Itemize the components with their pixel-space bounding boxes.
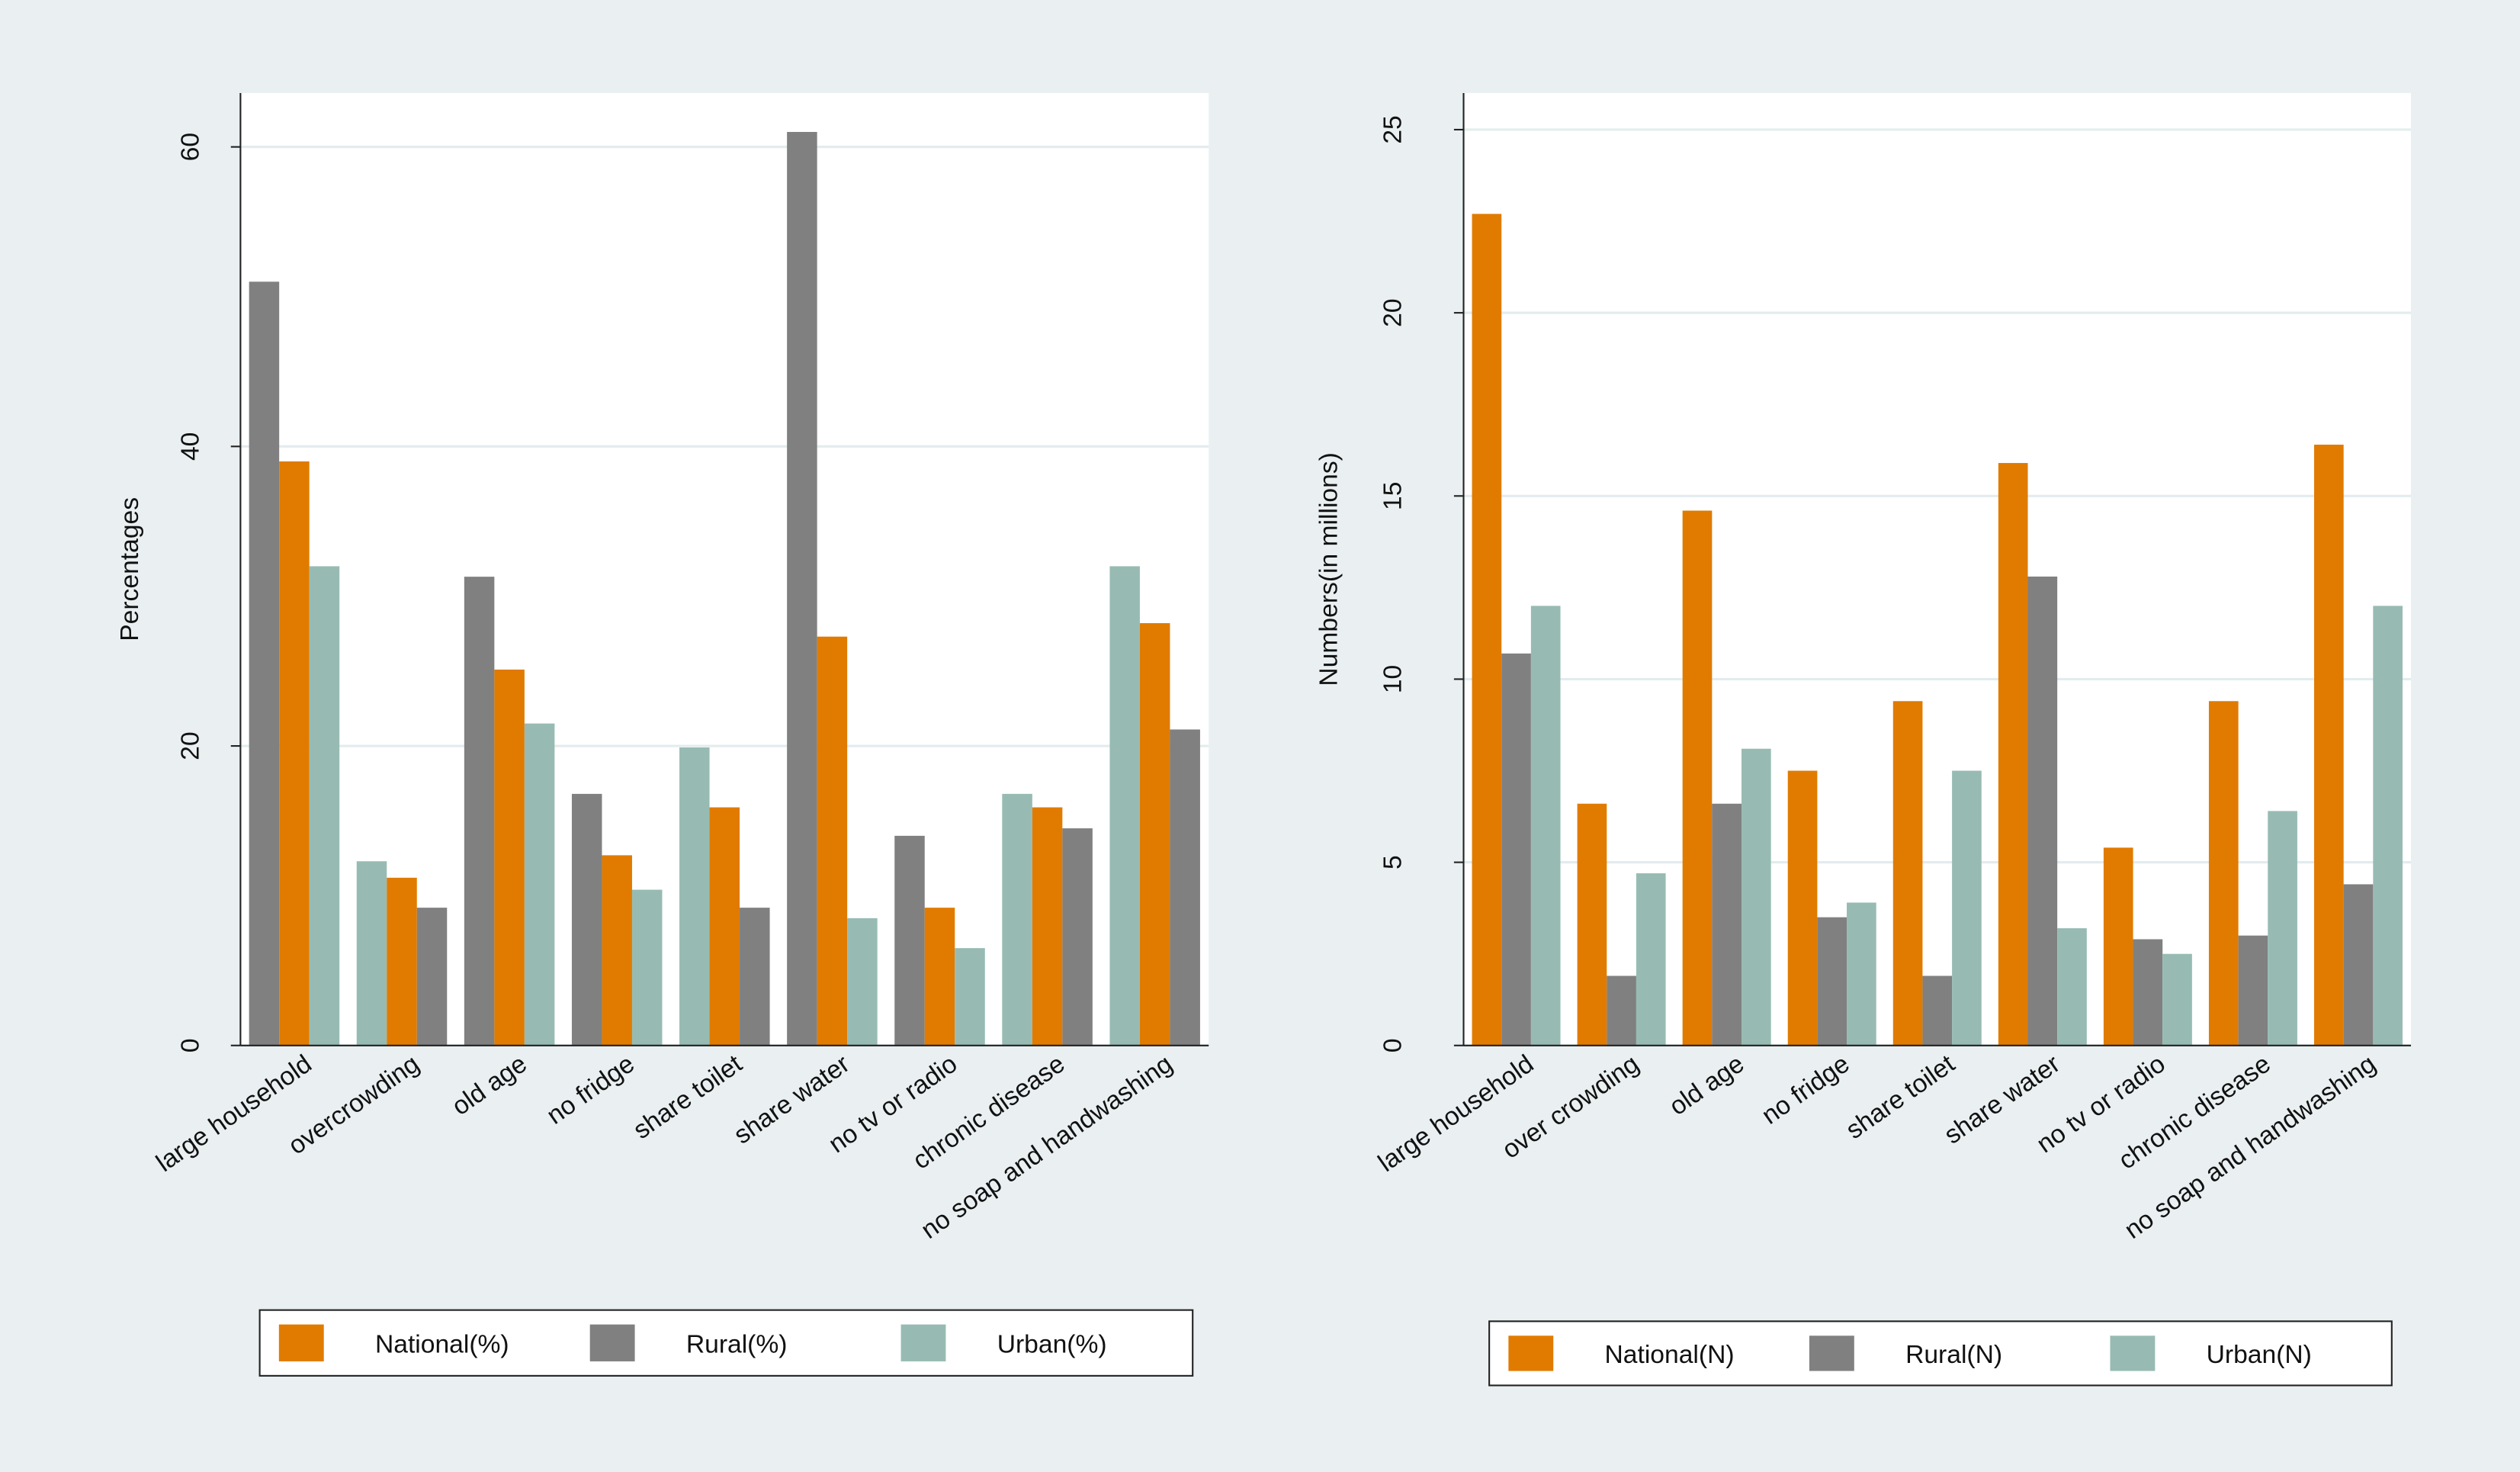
legend-label: Rural(%) [686, 1330, 788, 1358]
bar [1607, 975, 1636, 1046]
bar [1530, 606, 1561, 1046]
bar [709, 807, 740, 1046]
bar [464, 577, 495, 1046]
bar [1817, 917, 1847, 1046]
bar [817, 636, 848, 1046]
y-tick-label: 20 [1379, 298, 1408, 326]
bar [2162, 953, 2192, 1046]
bar [894, 835, 925, 1046]
bar [1682, 510, 1713, 1046]
y-tick-label: 0 [1379, 1038, 1408, 1053]
bar [2268, 811, 2297, 1046]
bar [2343, 884, 2374, 1046]
bar [679, 747, 710, 1046]
bar [787, 131, 817, 1046]
legend-label: National(%) [375, 1330, 509, 1358]
legend-label: National(N) [1605, 1341, 1735, 1369]
legend-swatch [278, 1324, 324, 1361]
bar [1952, 770, 1982, 1046]
bar [955, 948, 985, 1046]
y-axis-label: Numbers(in millions) [1315, 452, 1343, 686]
bar [1892, 701, 1923, 1046]
bar [249, 281, 280, 1046]
legend-swatch [1809, 1335, 1854, 1371]
bar [524, 723, 555, 1046]
bar [1847, 902, 1876, 1046]
legend-swatch [1508, 1335, 1554, 1371]
bar [2238, 935, 2268, 1046]
bar [1922, 975, 1953, 1046]
y-axis-label: Percentages [116, 497, 144, 641]
bar [1139, 623, 1170, 1046]
legend-box [258, 1309, 1194, 1377]
y-tick-label: 15 [1379, 482, 1408, 510]
y-tick-label: 0 [177, 1038, 205, 1053]
bar [2057, 928, 2087, 1046]
bar [494, 669, 525, 1046]
y-tick-label: 60 [177, 133, 205, 161]
bar [279, 461, 310, 1046]
bar [1062, 828, 1093, 1046]
bar [2314, 445, 2344, 1046]
legend-swatch [900, 1324, 946, 1361]
bar [740, 908, 770, 1046]
bar [1109, 566, 1140, 1046]
bar [2027, 576, 2058, 1046]
bar [1472, 214, 1502, 1046]
legend-label: Urban(%) [997, 1330, 1107, 1358]
bar [1712, 803, 1742, 1046]
bar [2208, 701, 2239, 1046]
bar [847, 918, 878, 1046]
y-tick-label: 40 [177, 432, 205, 461]
bar [924, 908, 955, 1046]
bar [1998, 463, 2028, 1046]
bar [356, 861, 387, 1046]
bar [1170, 729, 1200, 1046]
bar [387, 877, 417, 1046]
bar [2373, 606, 2403, 1046]
bar [1636, 873, 1666, 1046]
y-tick-label: 5 [1379, 855, 1408, 869]
bar [2103, 847, 2133, 1046]
bar [2133, 939, 2163, 1046]
bar [602, 855, 632, 1046]
bar [631, 889, 663, 1046]
bar [1741, 748, 1771, 1046]
bar [571, 793, 602, 1046]
bar [1577, 803, 1607, 1046]
legend-swatch [589, 1324, 635, 1361]
plot-area [1463, 92, 2412, 1046]
legend-swatch [2110, 1335, 2156, 1371]
legend-box [1488, 1320, 2393, 1387]
y-tick-label: 10 [1379, 665, 1408, 693]
y-tick-label: 20 [177, 731, 205, 760]
bar [1501, 653, 1531, 1046]
y-tick-label: 25 [1379, 115, 1408, 143]
legend-label: Urban(N) [2207, 1341, 2312, 1369]
bar [1787, 770, 1818, 1046]
bar [416, 908, 448, 1046]
bar [309, 566, 340, 1046]
bar [1002, 793, 1032, 1046]
legend-label: Rural(N) [1905, 1341, 2002, 1369]
bar [1032, 807, 1063, 1046]
